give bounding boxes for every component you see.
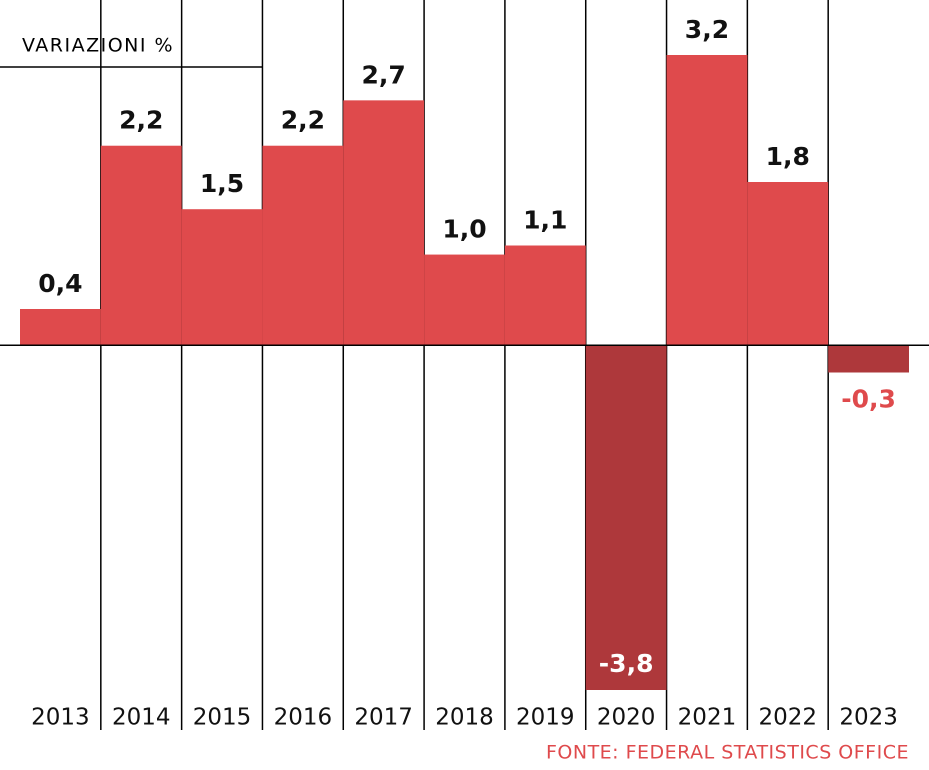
- value-label: 1,5: [200, 169, 244, 198]
- bar: [828, 345, 909, 373]
- value-label: 1,8: [766, 142, 810, 171]
- bar: [20, 309, 101, 346]
- x-tick-label: 2019: [516, 705, 575, 731]
- bar: [747, 182, 829, 346]
- value-label: -3,8: [599, 649, 654, 678]
- x-tick-label: 2017: [354, 705, 413, 731]
- x-tick-label: 2015: [193, 705, 252, 731]
- value-label: 2,7: [362, 60, 406, 89]
- bar: [262, 145, 344, 346]
- bar: [424, 254, 505, 346]
- bar: [504, 245, 586, 346]
- value-label: -0,3: [841, 385, 896, 414]
- value-label: 1,1: [523, 206, 567, 235]
- bar: [100, 145, 182, 346]
- x-tick-label: 2013: [31, 705, 90, 731]
- x-tick-label: 2023: [839, 705, 898, 731]
- x-tick-label: 2020: [597, 705, 656, 731]
- value-label: 2,2: [119, 106, 163, 135]
- source: FONTE: FEDERAL STATISTICS OFFICE: [546, 742, 909, 764]
- y-axis-label: VARIAZIONI %: [22, 35, 174, 57]
- x-tick-label: 2021: [678, 705, 737, 731]
- value-label: 3,2: [685, 15, 729, 44]
- bar: [666, 55, 748, 346]
- bar: [181, 209, 263, 346]
- bar: [585, 345, 667, 690]
- x-tick-label: 2016: [274, 705, 333, 731]
- bar: [343, 100, 425, 346]
- value-label: 2,2: [281, 106, 325, 135]
- x-tick-label: 2014: [112, 705, 171, 731]
- value-label: 1,0: [442, 215, 486, 244]
- x-tick-label: 2022: [758, 705, 817, 731]
- value-label: 0,4: [38, 269, 82, 298]
- x-tick-label: 2018: [435, 705, 494, 731]
